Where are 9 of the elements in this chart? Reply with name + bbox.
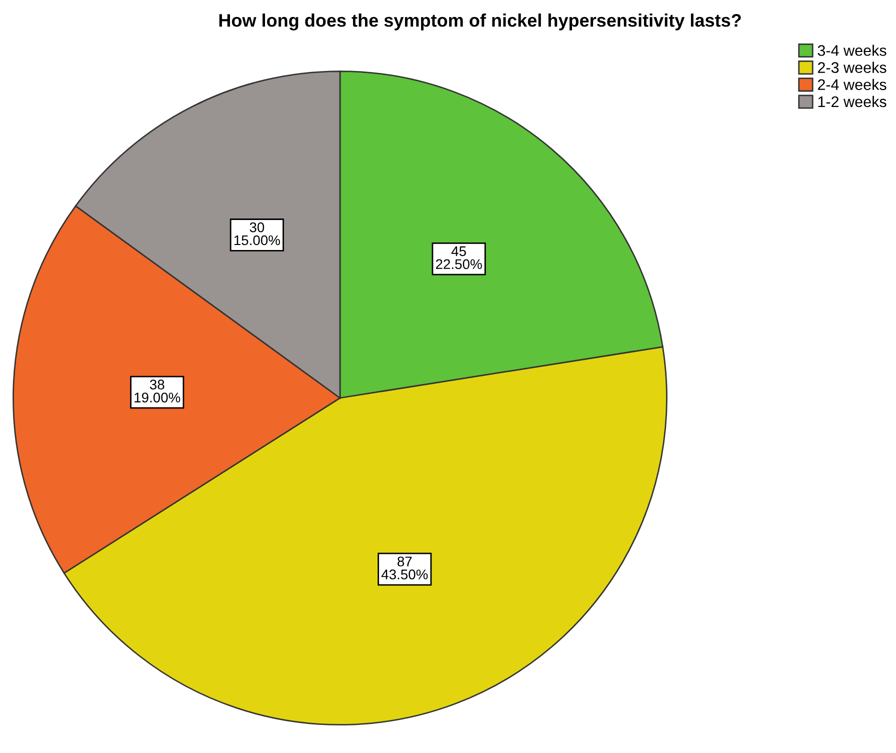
data-label: 87 43.50% xyxy=(381,556,428,580)
legend-label: 2-4 weeks xyxy=(818,78,886,90)
legend-label: 2-3 weeks xyxy=(818,62,886,73)
data-label: 38 19.00% xyxy=(134,380,180,402)
data-label: 45 22.50% xyxy=(436,246,482,270)
legend-label: 3-4 weeks xyxy=(818,44,886,56)
chart-title: How long does the symptom of nickel hypersensitivity lasts? xyxy=(219,14,741,30)
data-label: 30 15.00% xyxy=(234,222,280,246)
legend-label: 1-2 weeks xyxy=(818,96,886,108)
